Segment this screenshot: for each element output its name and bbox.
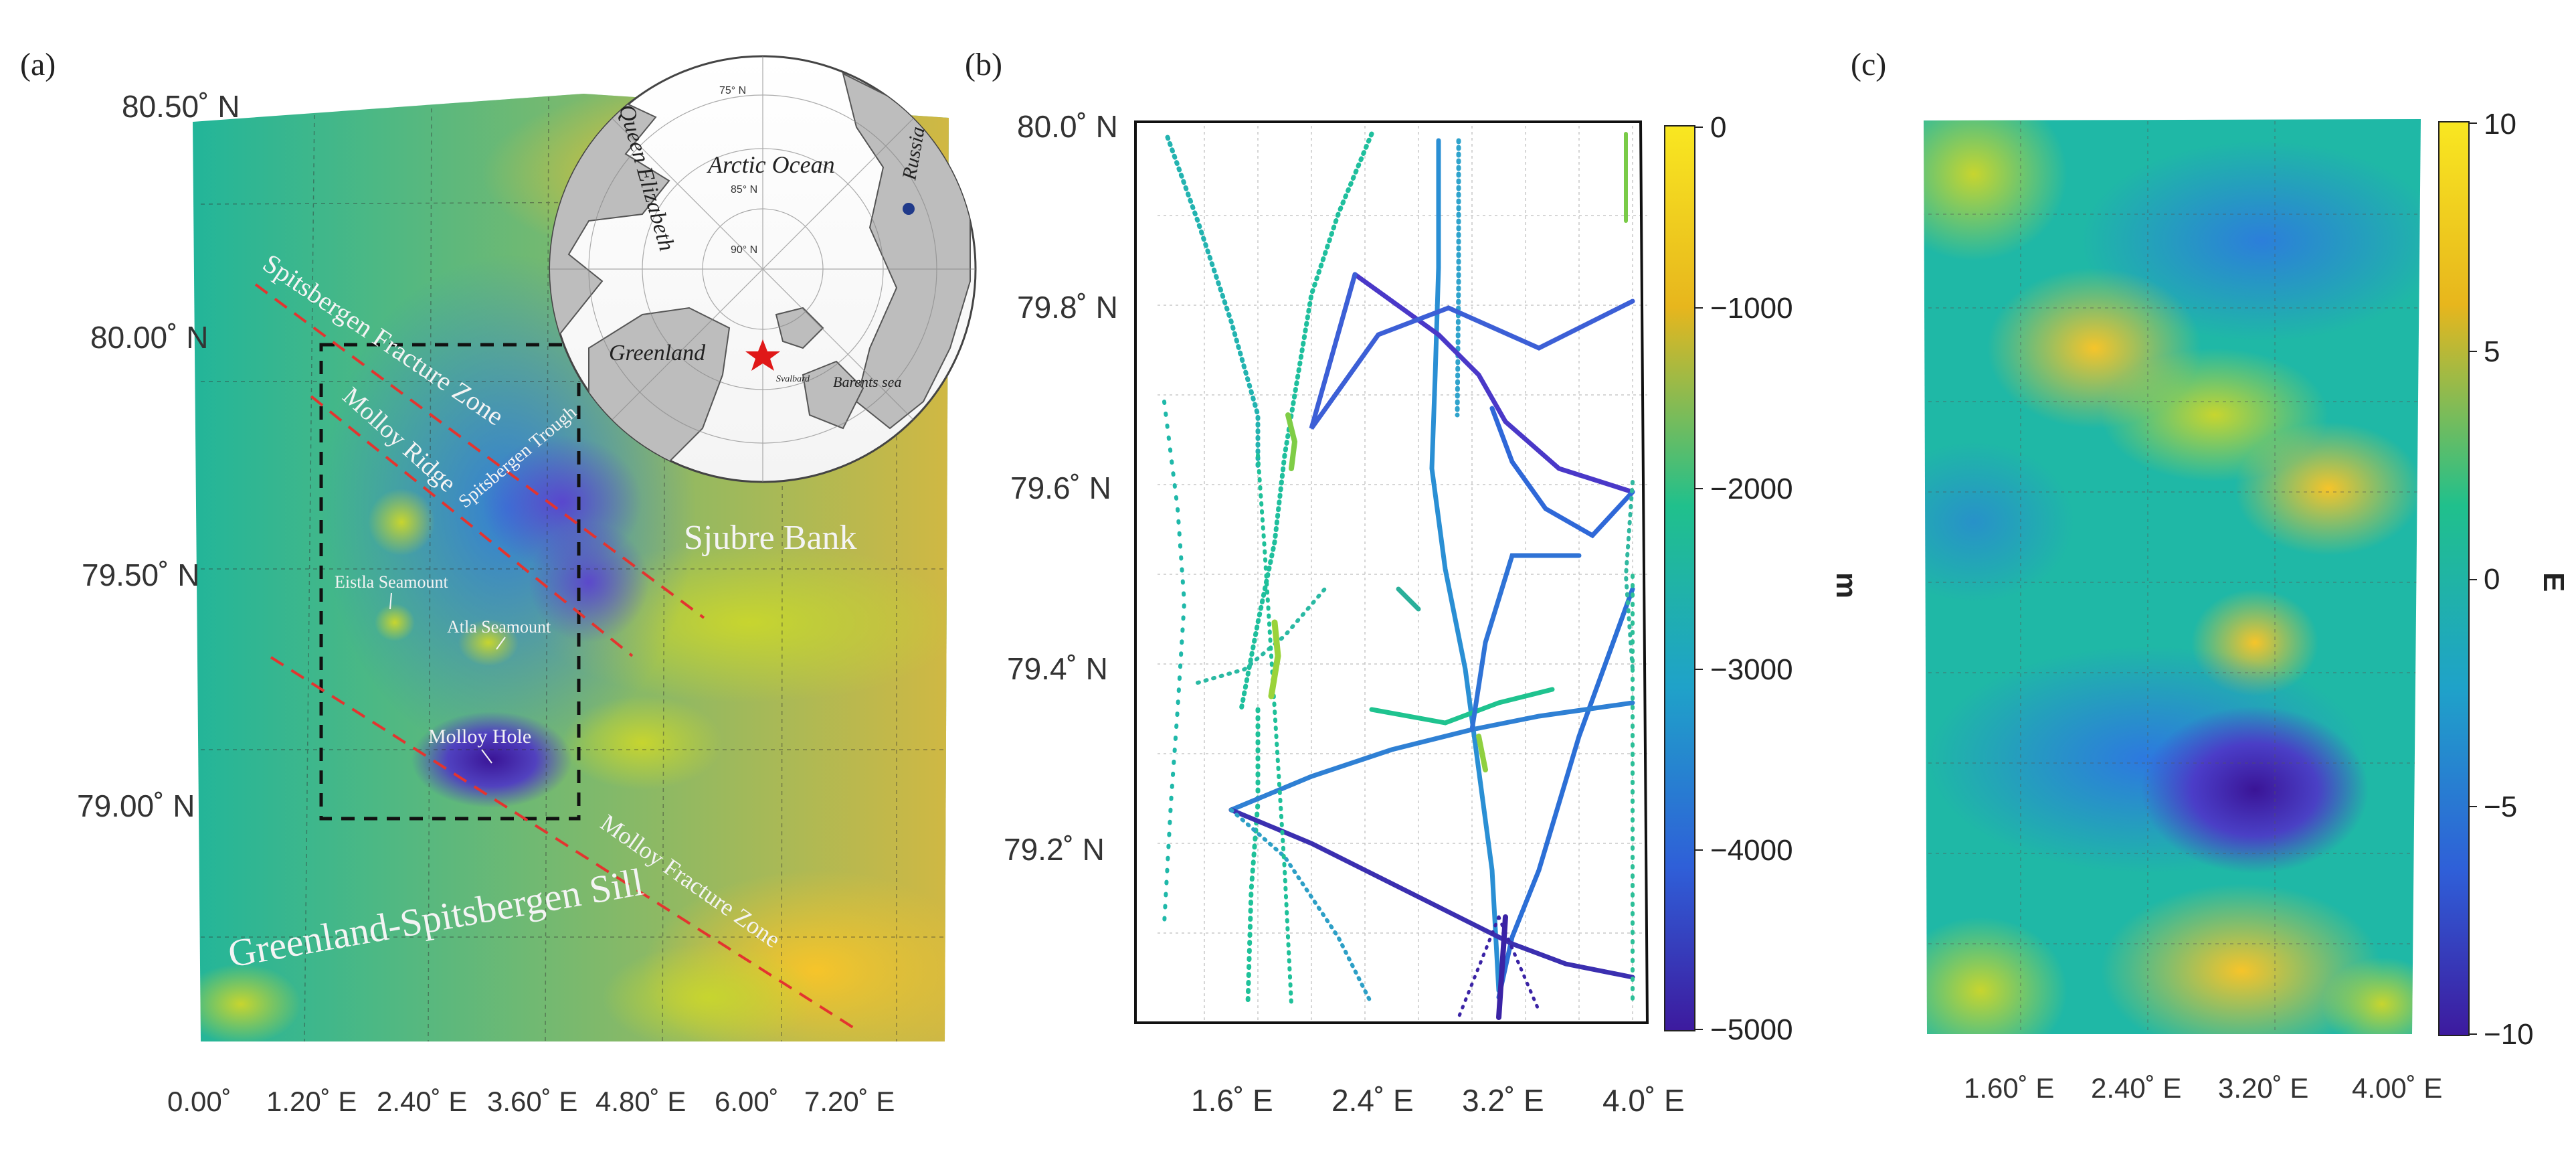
colorbar-unit: m xyxy=(1830,572,1863,598)
lon-tick: 4.80˚ E xyxy=(595,1086,686,1117)
lon-tick: 3.2˚ E xyxy=(1462,1083,1544,1118)
colorbar-tick: −1000 xyxy=(1710,292,1793,325)
panel-c: (c) 1.60˚ E 2. xyxy=(1851,47,2570,1104)
lon-tick: 1.60˚ E xyxy=(1964,1072,2054,1104)
ship-track-soundings xyxy=(1162,131,1635,1020)
lat-tick: 79.6˚ N xyxy=(1010,471,1111,505)
lat-tick: 79.8˚ N xyxy=(1017,290,1118,325)
colorbar-tick: −4000 xyxy=(1710,834,1793,867)
panel-b: (b) xyxy=(965,47,1863,1118)
lat-tick: 79.00˚ N xyxy=(77,788,195,823)
depth-colorbar: 0 −1000 −2000 −3000 −4000 −5000 m xyxy=(1664,111,1863,1046)
eistla-seamount-label: Eistla Seamount xyxy=(335,572,448,592)
colorbar-tick: −10 xyxy=(2484,1018,2534,1051)
colorbar-tick: −5 xyxy=(2484,790,2517,823)
lon-tick: 2.4˚ E xyxy=(1331,1083,1414,1118)
lon-tick: 6.00˚ xyxy=(715,1086,779,1117)
colorbar-tick: −5000 xyxy=(1710,1013,1793,1046)
panel-b-grid xyxy=(1158,126,1647,1023)
lon-tick: 4.00˚ E xyxy=(2352,1072,2442,1104)
barents-sea-label: Barents sea xyxy=(833,373,901,390)
lat-tick: 80.0˚ N xyxy=(1017,109,1118,144)
study-location-star-icon xyxy=(745,339,780,371)
lat-85-label: 85° N xyxy=(731,184,757,195)
lat-tick: 79.2˚ N xyxy=(1004,832,1105,867)
panel-a-label: (a) xyxy=(20,47,56,82)
arctic-inset-globe: Arctic Ocean Queen Elizabeth Greenland R… xyxy=(549,55,977,483)
gravity-gradient-map xyxy=(1924,119,2421,1034)
colorbar-tick: 0 xyxy=(1710,111,1726,144)
svalbard-label: Svalbard xyxy=(776,374,810,384)
lat-tick: 80.00˚ N xyxy=(90,320,208,355)
lat-tick: 79.4˚ N xyxy=(1007,651,1108,686)
molloy-hole-label: Molloy Hole xyxy=(428,726,531,748)
colorbar-tick: 0 xyxy=(2484,563,2500,596)
panel-a: (a) xyxy=(20,47,977,1117)
lon-tick: 1.20˚ E xyxy=(266,1086,357,1117)
colorbar-tick: −2000 xyxy=(1710,473,1793,505)
lon-tick: 1.6˚ E xyxy=(1191,1083,1273,1118)
lat-75-label: 75° N xyxy=(719,85,746,96)
panel-b-frame xyxy=(1134,120,1649,1024)
lat-tick: 79.50˚ N xyxy=(82,558,199,592)
colorbar-tick: 10 xyxy=(2484,108,2516,141)
lon-tick: 7.20˚ E xyxy=(804,1086,895,1117)
colorbar-tick: 5 xyxy=(2484,335,2500,368)
lat-tick: 80.50˚ N xyxy=(122,89,240,124)
lon-tick: 4.0˚ E xyxy=(1602,1083,1685,1118)
lon-tick: 2.40˚ E xyxy=(377,1086,467,1117)
colorbar-unit: E xyxy=(2537,572,2570,592)
fault-lines xyxy=(254,283,854,1029)
colorbar-tick: −3000 xyxy=(1710,653,1793,686)
gravity-colorbar: 10 5 0 −5 −10 E xyxy=(2438,108,2570,1051)
lon-tick: 2.40˚ E xyxy=(2091,1072,2181,1104)
sjubre-bank-label: Sjubre Bank xyxy=(684,519,857,557)
panel-c-label: (c) xyxy=(1851,47,1886,82)
lon-tick: 3.60˚ E xyxy=(487,1086,577,1117)
greenland-label: Greenland xyxy=(609,341,706,365)
lat-90-label: 90° N xyxy=(731,244,757,256)
lon-tick: 3.20˚ E xyxy=(2218,1072,2308,1104)
atla-seamount-label: Atla Seamount xyxy=(447,617,551,637)
lon-tick: 0.00˚ xyxy=(167,1086,232,1117)
panel-b-label: (b) xyxy=(965,47,1002,82)
arctic-ocean-label: Arctic Ocean xyxy=(707,151,835,178)
